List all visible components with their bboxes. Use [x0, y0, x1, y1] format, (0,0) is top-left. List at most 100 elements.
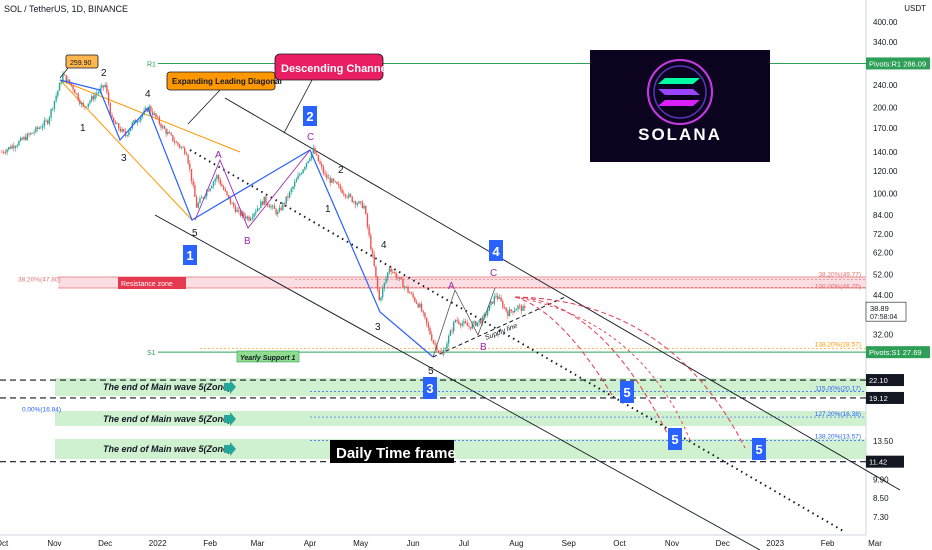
candle-body — [151, 111, 154, 115]
candle-body — [182, 147, 184, 148]
candle-body — [129, 128, 132, 132]
diagonal-upper-line — [59, 79, 241, 153]
candle-body — [41, 126, 44, 128]
candle-body — [128, 131, 130, 136]
candle-body — [439, 351, 441, 353]
candle-body — [312, 147, 315, 153]
candle-body — [72, 85, 74, 90]
candle-body — [293, 182, 296, 187]
time-axis[interactable]: Oct Nov Dec 2022 Feb Mar Apr May Jun Jul Aug Sep Oct… — [0, 539, 882, 548]
last-price-value: 38.89 — [870, 304, 889, 313]
fib-label-7: 138.20%(13.57) — [815, 433, 861, 440]
candle-body — [233, 202, 235, 207]
candle-body — [14, 146, 17, 148]
candle-body — [189, 163, 191, 169]
candle-body — [172, 135, 174, 141]
time-tick-7: May — [353, 539, 368, 548]
candle-body — [375, 266, 377, 277]
candle-body — [260, 201, 262, 209]
candle-body — [168, 132, 171, 134]
target-zone-3 — [55, 439, 866, 459]
svg-text:5: 5 — [671, 432, 678, 447]
candle-body — [163, 126, 166, 130]
svg-text:2: 2 — [306, 109, 313, 124]
price-tick-18: 7.30 — [873, 513, 889, 522]
candle-body — [471, 323, 474, 329]
candle-body — [273, 205, 276, 210]
candle-body — [268, 205, 271, 208]
price-axis[interactable]: 400.00340.00280.00240.00200.00170.00140.… — [873, 18, 898, 522]
candle-body — [111, 114, 113, 118]
candle-body — [214, 178, 216, 182]
candle-body — [90, 96, 93, 101]
candle-body — [209, 188, 211, 192]
candle-body — [361, 201, 364, 209]
supply-line — [432, 296, 566, 358]
candle-body — [346, 196, 348, 198]
yearly-support-tag — [236, 350, 300, 363]
candle-body — [140, 116, 142, 121]
candle-body — [21, 137, 24, 140]
candle-body — [9, 147, 12, 149]
time-tick-16: Feb — [821, 539, 835, 548]
candle-body — [329, 177, 331, 183]
candle-body — [332, 178, 335, 182]
candle-body — [4, 152, 7, 154]
candle-body — [101, 85, 103, 89]
level-tag-text-4: 11.42 — [869, 458, 887, 467]
candle-body — [507, 311, 509, 317]
price-tick-15: 13.50 — [873, 437, 894, 446]
candle-body — [453, 322, 455, 332]
candle-body — [150, 106, 152, 112]
candle-body — [310, 152, 313, 159]
blue-wave-box-3: 3 — [423, 377, 437, 399]
wave-label-a1: A — [215, 150, 222, 161]
candle-body — [336, 181, 338, 185]
svg-text:5: 5 — [623, 385, 630, 400]
candle-body — [109, 103, 111, 115]
candle-body — [246, 216, 249, 219]
candle-body — [315, 153, 318, 155]
candle-body — [481, 316, 484, 324]
expanding-diagonal-pointer — [187, 89, 221, 125]
candle-body — [502, 301, 504, 308]
descending-channel-text: Descending Channel — [281, 63, 390, 75]
candle-body — [442, 350, 445, 355]
candle-body — [359, 201, 362, 203]
candle-body — [469, 327, 472, 329]
candle-body — [79, 100, 81, 105]
wave-label-2a: 2 — [101, 68, 107, 79]
candle-body — [65, 75, 67, 83]
candle-body — [475, 321, 477, 326]
candle-body — [194, 185, 196, 197]
candle-body — [162, 126, 164, 128]
level-tag-4 — [866, 455, 904, 468]
candle-body — [2, 151, 5, 153]
candle-body — [309, 158, 311, 161]
candle-body — [473, 321, 475, 324]
wave-label-5b: 5 — [428, 366, 434, 377]
candle-body — [365, 205, 367, 215]
candle-body — [429, 327, 431, 335]
fib-label-5: 0.00%(16.84) — [22, 407, 61, 414]
candle-body — [31, 132, 34, 134]
zone-label-3: The end of Main wave 5(Zone) — [103, 444, 231, 454]
candle-body — [419, 303, 421, 308]
price-tick-7: 120.00 — [873, 167, 898, 176]
candle-body — [480, 320, 482, 324]
candle-body — [331, 178, 333, 183]
candle-body — [307, 160, 309, 163]
candle-body — [366, 214, 369, 227]
candle-body — [441, 351, 443, 355]
candle-body — [239, 210, 242, 216]
candle-body — [228, 194, 230, 199]
time-tick-8: Jun — [407, 539, 420, 548]
wave-label-b2: B — [480, 342, 487, 353]
candle-body — [94, 94, 96, 100]
candle-body — [211, 185, 213, 189]
candle-body — [287, 196, 289, 198]
candle-body — [207, 190, 210, 192]
candle-body — [432, 340, 435, 344]
candle-body — [290, 188, 293, 192]
